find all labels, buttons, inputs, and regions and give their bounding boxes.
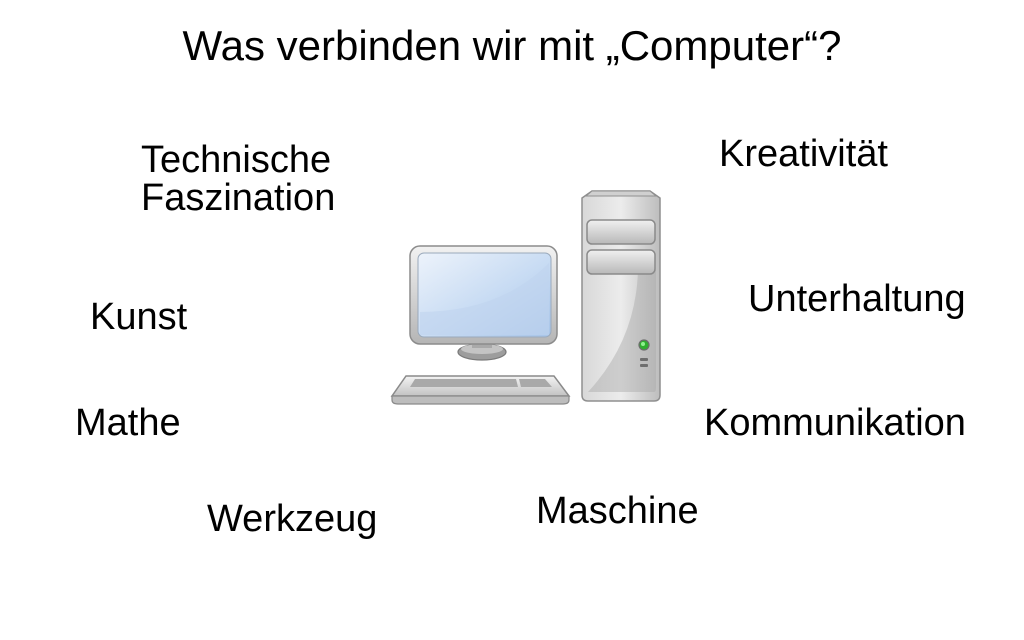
slide-title: Was verbinden wir mit „Computer“? bbox=[182, 22, 842, 69]
term-technische-faszination: Technische Faszination bbox=[141, 141, 335, 217]
term-mathe: Mathe bbox=[75, 402, 181, 444]
term-kreativitaet: Kreativität bbox=[719, 133, 888, 175]
term-kunst: Kunst bbox=[90, 296, 188, 338]
monitor bbox=[409, 245, 558, 361]
term-werkzeug: Werkzeug bbox=[207, 498, 378, 540]
drive-bay bbox=[586, 249, 656, 275]
term-unterhaltung: Unterhaltung bbox=[748, 278, 966, 320]
tower-case bbox=[581, 190, 661, 402]
keyboard bbox=[390, 375, 571, 405]
term-kommunikation: Kommunikation bbox=[704, 402, 966, 444]
term-maschine: Maschine bbox=[536, 490, 699, 532]
drive-bay bbox=[586, 219, 656, 245]
term-technische-line1: Technische bbox=[141, 139, 332, 181]
term-technische-line2: Faszination bbox=[141, 177, 336, 219]
desktop-computer-icon bbox=[390, 190, 661, 405]
